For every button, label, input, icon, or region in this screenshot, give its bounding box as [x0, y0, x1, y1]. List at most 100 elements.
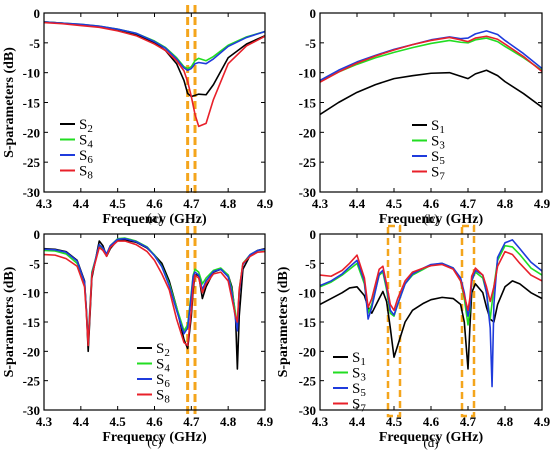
panel-label: (a): [147, 210, 161, 225]
y-tick-label: -15: [23, 315, 41, 330]
y-tick-label: -15: [299, 315, 317, 330]
x-tick-label: 4.4: [349, 414, 366, 429]
y-tick-label: -30: [299, 403, 316, 418]
y-tick-label: -20: [299, 125, 316, 140]
y-tick-label: -25: [299, 374, 317, 389]
x-tick-label: 4.3: [36, 196, 53, 211]
y-tick-label: -20: [23, 125, 40, 140]
y-tick-label: 0: [34, 227, 41, 242]
x-tick-label: 4.6: [146, 414, 163, 429]
y-tick-label: 0: [34, 6, 41, 21]
x-tick-label: 4.9: [257, 196, 274, 211]
x-tick-label: 4.5: [110, 196, 127, 211]
legend-label-s3: S3: [431, 134, 445, 152]
y-axis-label: S-parameters (dB): [2, 266, 17, 377]
legend-label-s3: S3: [352, 366, 366, 384]
x-tick-label: 4.3: [36, 414, 53, 429]
series-line-s1: [320, 69, 542, 116]
y-tick-label: 0: [310, 6, 317, 21]
x-tick-label: 4.6: [423, 196, 440, 211]
y-tick-label: -10: [299, 66, 316, 81]
x-tick-label: 4.5: [110, 414, 127, 429]
series-line-s3: [320, 37, 542, 83]
x-tick-label: 4.9: [534, 414, 550, 429]
series-line-s5: [320, 239, 542, 388]
x-tick-label: 4.5: [386, 196, 403, 211]
legend-label-s4: S4: [79, 133, 93, 151]
y-tick-label: -30: [23, 403, 40, 418]
series-line-s8: [44, 21, 265, 128]
x-tick-label: 4.8: [497, 414, 514, 429]
legend-label-s2: S2: [156, 341, 170, 359]
legend-label-s7: S7: [431, 165, 445, 183]
x-tick-label: 4.7: [460, 196, 477, 211]
legend-label-s5: S5: [352, 381, 366, 399]
y-tick-label: -5: [29, 36, 40, 51]
panel-label: (d): [423, 435, 438, 450]
y-tick-label: -10: [23, 66, 40, 81]
x-axis-label: Frequency (GHz): [102, 212, 207, 227]
legend-label-s4: S4: [156, 357, 170, 375]
x-axis-label: Frequency (GHz): [379, 430, 484, 445]
y-tick-label: 0: [310, 227, 317, 242]
y-tick-label: -5: [305, 256, 316, 271]
legend-label-s7: S7: [352, 397, 366, 415]
panel-label: (c): [147, 434, 161, 449]
y-tick-label: -25: [299, 155, 317, 170]
chart-panel-4: 0 -5 -10 -15 -20 -25 -304.3 4.4 4.5 4.6 4.7 4.8 4.9 F…: [276, 224, 550, 450]
chart-panel-3: 0 -5 -10 -15 -20 -25 -304.3 4.4 4.5 4.6 4.7 4.8 4.9 F…: [2, 226, 274, 449]
series-line-s4: [44, 237, 265, 341]
legend-label-s8: S8: [79, 164, 93, 182]
y-tick-label: -10: [299, 286, 316, 301]
x-tick-label: 4.8: [497, 196, 514, 211]
y-tick-label: -15: [23, 96, 41, 111]
y-tick-label: -5: [305, 36, 316, 51]
y-tick-label: -30: [23, 185, 40, 200]
highlight-box-2: [460, 224, 476, 418]
x-tick-label: 4.6: [423, 414, 440, 429]
panel-label: (b): [423, 211, 438, 226]
legend-label-s8: S8: [156, 388, 170, 406]
x-tick-label: 4.4: [73, 196, 90, 211]
x-tick-label: 4.9: [534, 196, 550, 211]
series-line-s5: [320, 30, 542, 82]
y-tick-label: -5: [29, 256, 40, 271]
y-tick-label: -20: [299, 344, 316, 359]
y-axis-label: S-parameters (dB): [276, 266, 291, 377]
x-tick-label: 4.5: [386, 414, 403, 429]
x-tick-label: 4.7: [183, 196, 200, 211]
legend-label-s1: S1: [431, 118, 445, 136]
y-tick-label: -10: [23, 286, 40, 301]
plot-frame: [43, 12, 266, 193]
x-tick-label: 4.8: [220, 414, 237, 429]
y-tick-label: -20: [23, 344, 40, 359]
legend-label-s1: S1: [352, 350, 366, 368]
series-line-s3: [320, 244, 542, 326]
x-axis-label: Frequency (GHz): [102, 430, 207, 445]
series-line-s7: [320, 35, 542, 83]
x-tick-label: 4.9: [257, 414, 274, 429]
x-tick-label: 4.8: [220, 196, 237, 211]
legend-label-s2: S2: [79, 117, 93, 135]
legend-label-s6: S6: [79, 148, 93, 166]
y-tick-label: -25: [23, 374, 41, 389]
x-tick-label: 4.3: [312, 414, 329, 429]
x-tick-label: 4.7: [460, 414, 477, 429]
legend-label-s6: S6: [156, 372, 170, 390]
x-tick-label: 4.6: [146, 196, 163, 211]
series-line-s8: [44, 240, 265, 347]
legend-label-s5: S5: [431, 149, 445, 167]
y-tick-label: -25: [23, 155, 41, 170]
y-tick-label: -15: [299, 96, 317, 111]
y-tick-label: -30: [299, 185, 316, 200]
series-line-s6: [44, 21, 265, 72]
y-axis-label: S-parameters (dB): [2, 47, 17, 158]
chart-panel-1: 0 -5 -10 -15 -20 -25 -304.3 4.4 4.5 4.6 4.7 4.8 4.9 F…: [2, 5, 274, 227]
series-line-s7: [320, 250, 542, 312]
x-tick-label: 4.4: [349, 196, 366, 211]
highlight-box-1: [386, 224, 402, 418]
chart-panel-2: 0 -5 -10 -15 -20 -25 -304.3 4.4 4.5 4.6 4.7 4.8 4.9 F…: [299, 6, 550, 227]
